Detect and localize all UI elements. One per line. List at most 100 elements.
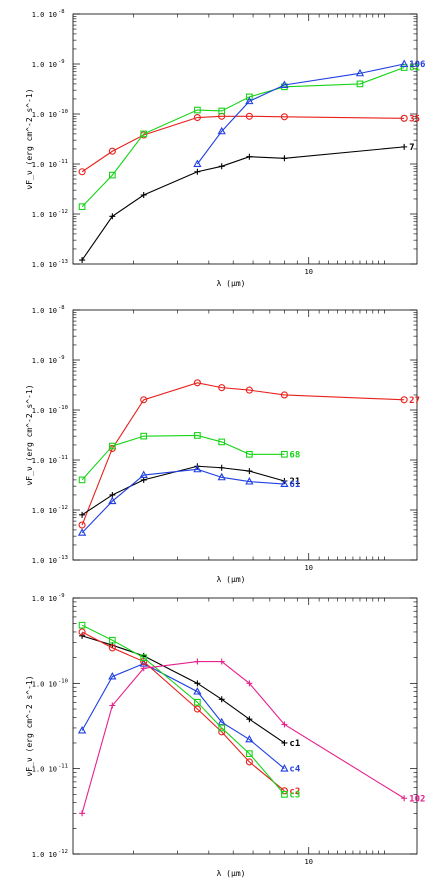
data-point [245, 386, 253, 394]
series-line [81, 146, 405, 261]
y-axis-label: νF_ν (erg cm^-2 s^-1) [25, 675, 34, 776]
data-point [109, 213, 116, 220]
data-point [194, 432, 201, 439]
y-tick-exponent: -13 [58, 555, 68, 561]
data-point [245, 477, 254, 485]
panel-2: 1.0 10 -131.0 10 -121.0 10 -111.0 10 -101.0 … [25, 305, 420, 584]
y-tick-exponent: -10 [58, 109, 68, 115]
series-label: 35 [409, 114, 420, 124]
data-point [194, 680, 201, 687]
data-point [79, 257, 86, 264]
data-point [77, 725, 87, 734]
series-c3: c3 [78, 621, 300, 800]
data-point [281, 791, 288, 798]
data-point [140, 191, 147, 198]
data-point [218, 724, 226, 732]
series-label: c4 [289, 765, 300, 775]
series-label: 27 [409, 396, 420, 406]
y-tick-exponent: -10 [58, 405, 68, 411]
data-point [108, 147, 116, 155]
y-tick-exponent: -11 [58, 455, 68, 461]
series-c1: c1 [79, 632, 300, 749]
data-point [193, 159, 202, 167]
series-35: 35 [78, 112, 420, 176]
series-61: 61 [77, 464, 300, 536]
y-axis-label: νF_ν (erg cm^-2 s^-1) [25, 88, 34, 189]
data-point [194, 168, 201, 175]
y-tick-label: 1.0 10 [32, 211, 57, 219]
data-point [193, 379, 201, 387]
data-point [246, 450, 253, 458]
y-tick-label: 1.0 10 [32, 407, 57, 415]
data-point [140, 396, 148, 404]
data-point [245, 112, 253, 120]
series-7: 7 [79, 143, 415, 264]
data-point [108, 496, 117, 505]
data-point [246, 750, 253, 757]
plot-frame [72, 597, 418, 855]
y-tick-exponent: -8 [58, 9, 65, 15]
y-tick-label: 1.0 10 [32, 61, 57, 69]
data-point [400, 64, 408, 71]
data-point [140, 654, 148, 661]
series-label: c3 [289, 790, 300, 800]
series-label: 106 [409, 60, 425, 70]
y-tick-exponent: -12 [58, 209, 68, 215]
data-point [108, 672, 117, 680]
data-point [401, 795, 408, 802]
y-tick-exponent: -8 [58, 305, 65, 311]
data-point [245, 96, 254, 105]
y-tick-label: 1.0 10 [32, 507, 57, 515]
data-point [140, 130, 148, 138]
data-point [193, 464, 202, 473]
data-point [280, 113, 288, 121]
data-point [140, 658, 148, 666]
y-axis-label: νF_ν (erg cm^-2 s^-1) [25, 384, 34, 485]
data-point [78, 521, 86, 529]
data-point [218, 107, 226, 115]
x-tick-label: 10 [305, 858, 313, 866]
data-point [109, 702, 116, 709]
data-point [194, 698, 201, 706]
series-label: c2 [289, 787, 300, 797]
data-point [218, 658, 225, 665]
series-label: c1 [289, 739, 300, 749]
series-line [81, 624, 285, 795]
data-point [217, 126, 226, 135]
series-line [81, 663, 285, 770]
data-point [281, 721, 288, 728]
series-line [81, 468, 285, 534]
data-point [108, 442, 116, 450]
data-point [356, 80, 364, 88]
y-tick-exponent: -9 [58, 355, 65, 361]
data-point [218, 163, 225, 170]
data-point [139, 470, 148, 479]
y-tick-label: 1.0 10 [32, 307, 57, 315]
data-point [280, 391, 288, 399]
y-tick-label: 1.0 10 [32, 766, 57, 774]
data-point [245, 758, 253, 766]
x-axis-label: λ (μm) [217, 869, 246, 878]
series-c4: c4 [77, 659, 301, 775]
data-point [246, 93, 253, 101]
data-point [355, 68, 365, 77]
data-point [217, 472, 226, 481]
data-point [281, 450, 288, 458]
data-point [79, 511, 86, 518]
data-point [401, 143, 408, 150]
data-point [79, 810, 86, 817]
data-point [193, 687, 202, 695]
series-c2: c2 [78, 628, 300, 797]
data-point [108, 171, 116, 179]
y-tick-exponent: -12 [58, 849, 68, 855]
series-line [196, 63, 405, 165]
plot-frame [72, 309, 418, 561]
data-point [218, 438, 226, 446]
series-106: 106 [193, 59, 425, 167]
data-point [246, 153, 253, 160]
series-label: 81 [409, 64, 420, 74]
y-tick-exponent: -9 [58, 593, 65, 599]
y-tick-label: 1.0 10 [32, 11, 57, 19]
plot-frame [72, 13, 418, 265]
